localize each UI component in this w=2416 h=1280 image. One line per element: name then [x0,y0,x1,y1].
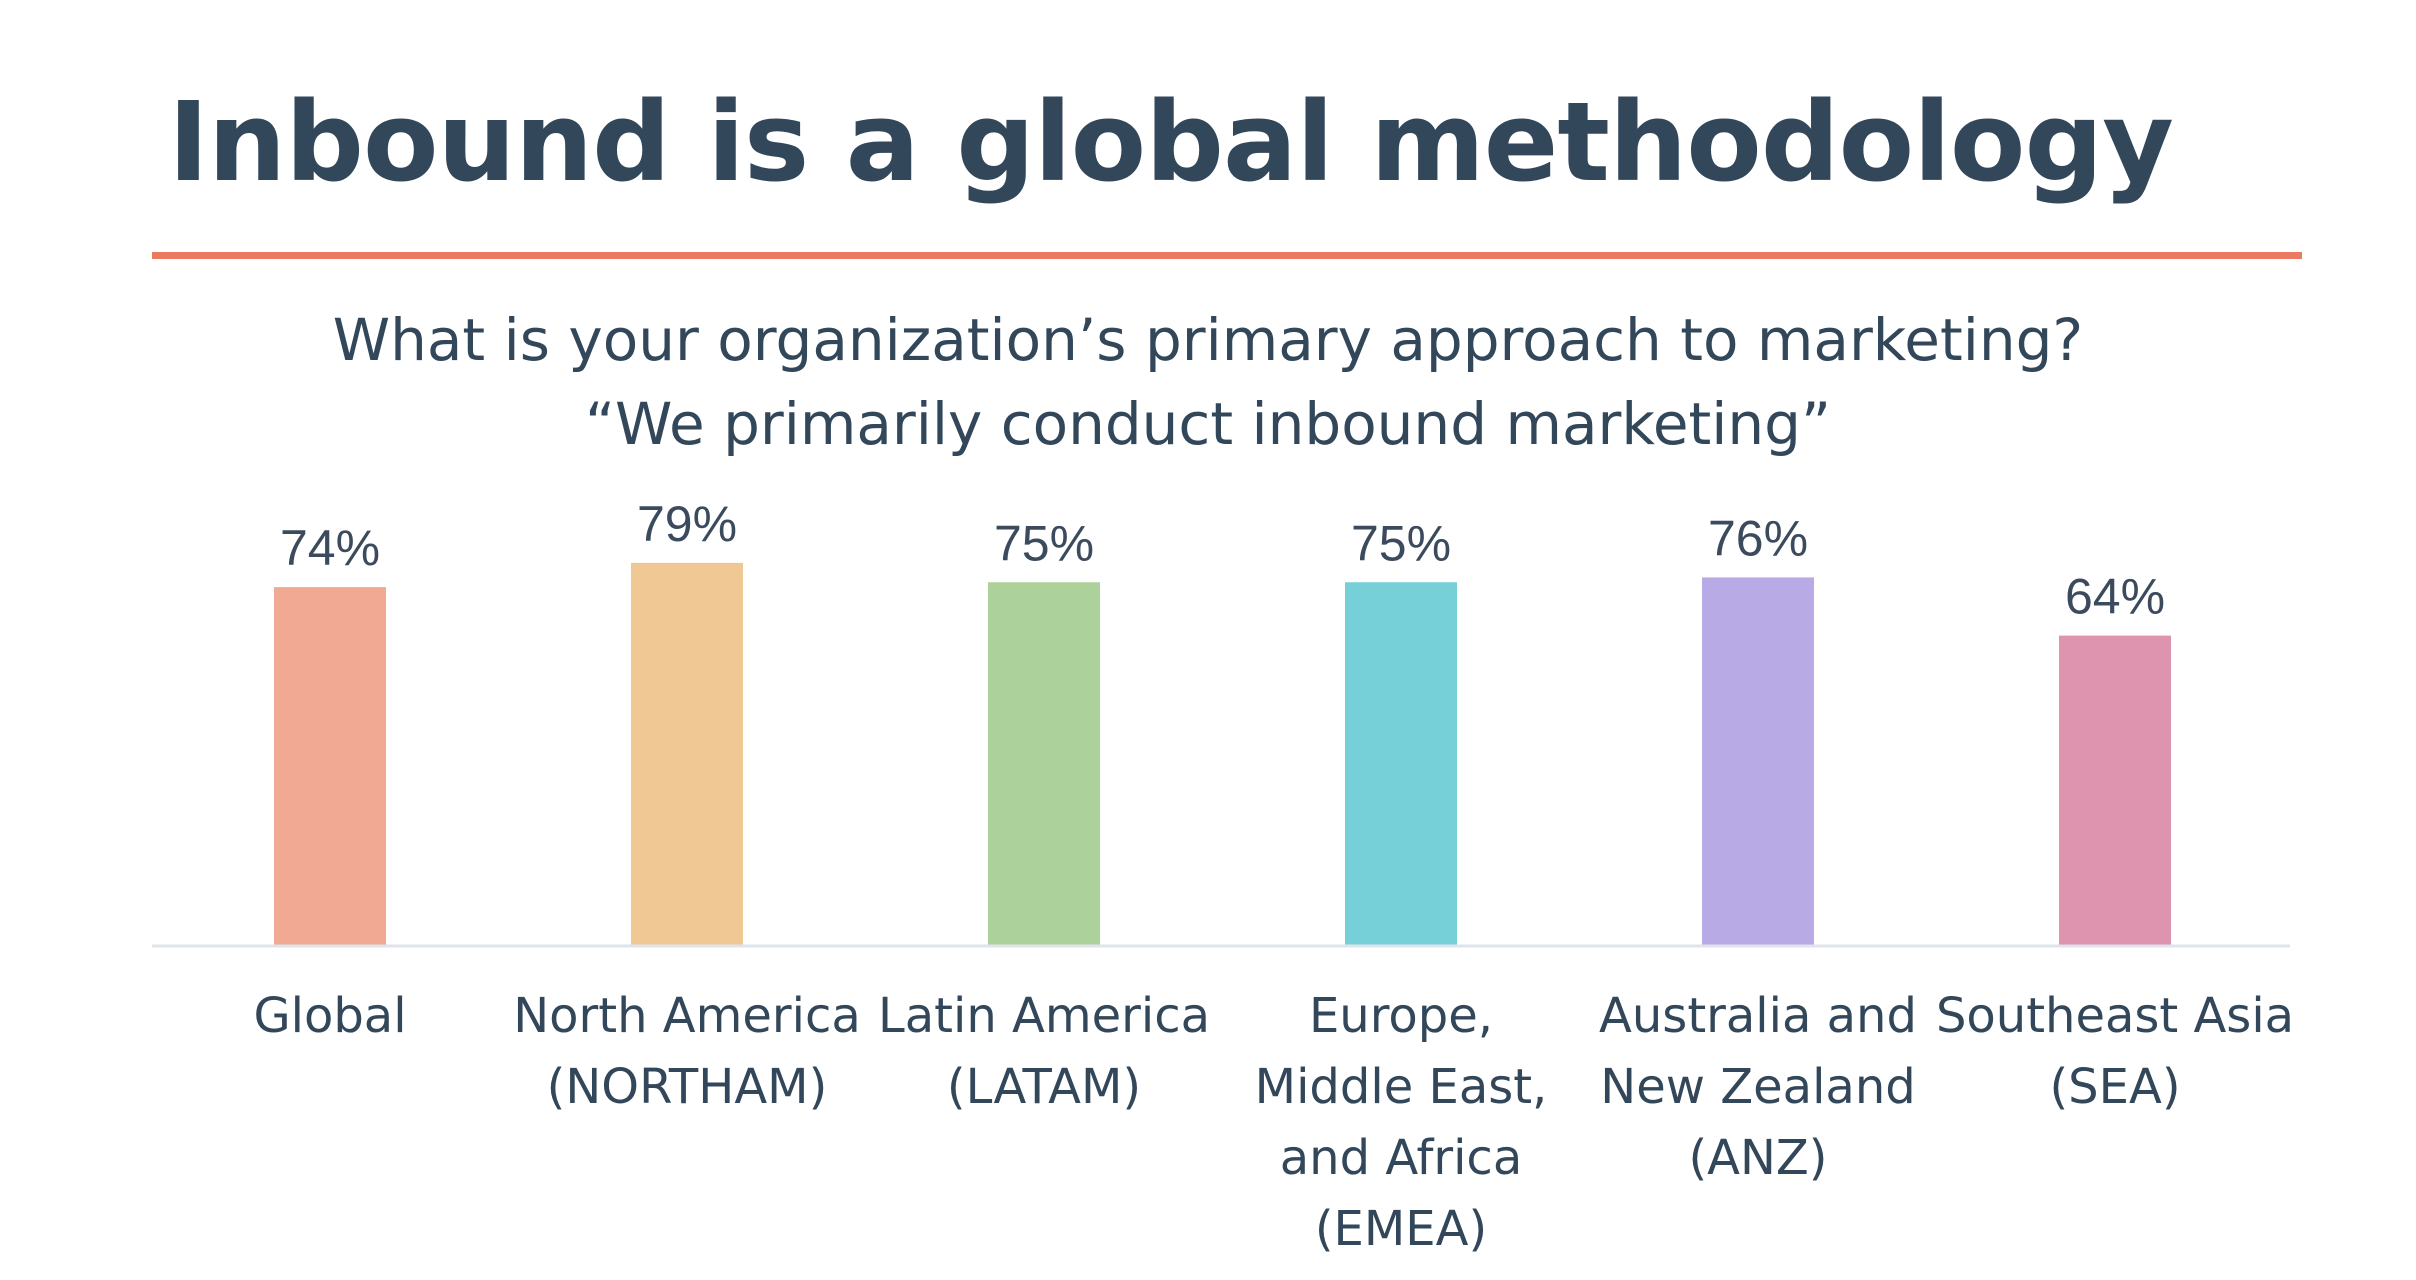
value-label-3: 75% [1351,515,1451,571]
bar-5 [2059,635,2171,946]
slide-title: Inbound is a global methodology [168,78,2174,206]
category-labels-group: Global North America (NORTHAM) Latin Americ… [253,988,2294,1257]
bar-3 [1345,582,1457,946]
title-divider [152,252,2302,259]
category-label-line: North America [513,988,861,1044]
category-label-line: (NORTHAM) [547,1059,828,1115]
category-label-3: Europe, Middle East, and Africa (EMEA) [1255,988,1548,1257]
value-label-4: 76% [1708,510,1808,566]
category-label-line: Southeast Asia [1936,988,2294,1044]
category-label-line: (LATAM) [947,1059,1141,1115]
category-label-1: North America (NORTHAM) [513,988,861,1115]
category-label-5: Southeast Asia (SEA) [1936,988,2294,1115]
category-label-line: (ANZ) [1688,1130,1827,1186]
category-label-line: (EMEA) [1315,1201,1487,1257]
category-label-line: Global [253,988,406,1044]
category-label-line: Latin America [878,988,1210,1044]
category-label-line: New Zealand [1600,1059,1915,1115]
bar-0 [274,587,386,946]
chart-quote: “We primarily conduct inbound marketing” [584,390,1832,458]
value-label-1: 79% [637,496,737,552]
value-label-2: 75% [994,515,1094,571]
value-label-5: 64% [2065,569,2165,625]
bar-2 [988,582,1100,946]
category-label-4: Australia and New Zealand (ANZ) [1599,988,1917,1186]
category-label-2: Latin America (LATAM) [878,988,1210,1115]
bars-group [274,562,2171,946]
category-label-line: and Africa [1280,1130,1522,1186]
category-label-line: Europe, [1309,988,1493,1044]
chart-question: What is your organization’s primary appr… [332,306,2084,374]
bar-4 [1702,577,1814,946]
category-label-line: (SEA) [2049,1059,2180,1115]
value-labels-group: 74% 79% 75% 75% 76% 64% [280,496,2165,625]
category-label-line: Australia and [1599,988,1917,1044]
bar-1 [631,562,743,946]
value-label-0: 74% [280,520,380,576]
category-label-0: Global [253,988,406,1044]
category-label-line: Middle East, [1255,1059,1548,1115]
